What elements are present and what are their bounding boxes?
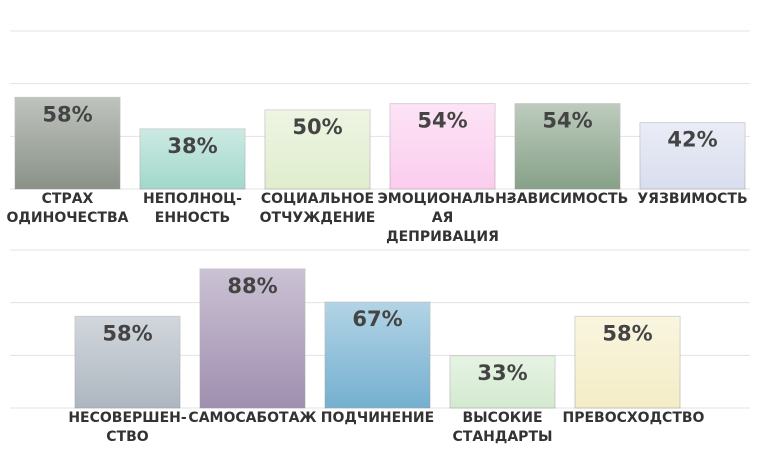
bar-shine xyxy=(640,122,745,189)
bar-shine xyxy=(325,302,430,408)
bar-shine xyxy=(200,268,305,408)
value-label: 58% xyxy=(102,321,152,345)
value-label: 38% xyxy=(167,134,217,158)
category-label: СОЦИАЛЬНОЕ ОТЧУЖДЕНИЕ xyxy=(259,191,376,226)
category-label: УЯЗВИМОСТЬ xyxy=(637,191,748,207)
bar-shine xyxy=(390,103,495,189)
value-label: 50% xyxy=(292,115,342,139)
category-label: НЕСОВЕРШЕН- СТВО xyxy=(68,410,187,445)
category-label: ПОДЧИНЕНИЕ xyxy=(320,410,435,426)
bar-shine xyxy=(75,316,180,408)
bar-shine xyxy=(15,97,120,189)
category-label: ПРЕВОСХОДСТВО xyxy=(562,410,705,426)
bar-shine xyxy=(265,110,370,189)
value-label: 67% xyxy=(352,307,402,331)
bar-shine xyxy=(515,103,620,189)
value-label: 88% xyxy=(227,274,277,298)
category-label: ВЫСОКИЕ СТАНДАРТЫ xyxy=(452,410,553,445)
bar-shine xyxy=(140,128,245,189)
bar-shine xyxy=(575,316,680,408)
category-label: ЭМОЦИОНАЛЬН- АЯ ДЕПРИВАЦИЯ xyxy=(377,191,513,245)
value-label: 54% xyxy=(542,109,592,133)
category-label: САМОСАБОТАЖ xyxy=(188,410,317,426)
value-label: 54% xyxy=(417,109,467,133)
category-label: НЕПОЛНОЦ- ЕННОСТЬ xyxy=(143,191,242,226)
category-label: СТРАХ ОДИНОЧЕСТВА xyxy=(6,191,129,226)
value-label: 33% xyxy=(477,361,527,385)
category-label: ЗАВИСИМОСТЬ xyxy=(506,191,629,207)
value-label: 58% xyxy=(602,321,652,345)
bar-shine xyxy=(450,355,555,408)
value-label: 42% xyxy=(667,128,717,152)
value-label: 58% xyxy=(42,102,92,126)
